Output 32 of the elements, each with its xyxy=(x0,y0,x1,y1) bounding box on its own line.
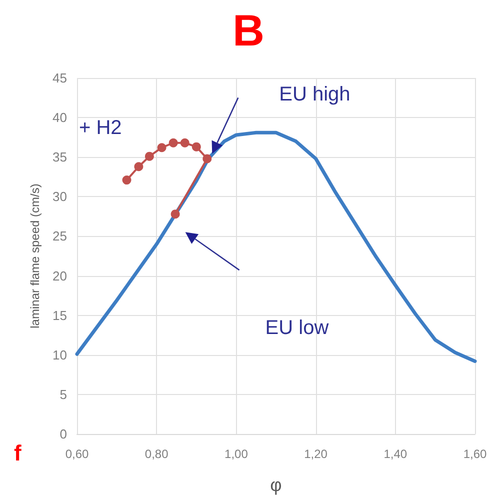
y-tick-label: 10 xyxy=(52,347,67,362)
point xyxy=(122,176,132,185)
x-tick-label: 1,40 xyxy=(384,447,408,461)
y-tick-label: 30 xyxy=(52,189,67,204)
chart-title: B xyxy=(232,6,264,56)
point xyxy=(192,142,201,152)
point xyxy=(202,154,212,164)
x-tick-label: 1,00 xyxy=(224,447,248,461)
point xyxy=(144,152,154,161)
x-tick-label: 1,20 xyxy=(304,447,328,461)
y-axis-title: laminar flame speed (cm/s) xyxy=(28,184,42,328)
point xyxy=(168,138,178,148)
y-tick-label: 20 xyxy=(52,268,67,284)
x-tick-label: 0,80 xyxy=(144,447,169,461)
y-tick-label: 35 xyxy=(52,150,67,165)
x-axis-title: φ xyxy=(270,475,282,495)
annotation: EU low xyxy=(265,317,330,340)
y-tick-label: 45 xyxy=(52,70,67,86)
point xyxy=(134,162,144,172)
y-tick-label: 15 xyxy=(52,308,67,323)
annotation: EU high xyxy=(279,84,350,106)
y-tick-label: 5 xyxy=(60,386,67,402)
x-tick-label: 1,60 xyxy=(463,447,487,461)
point xyxy=(170,210,180,219)
x-tick-label: 0,60 xyxy=(65,447,89,461)
y-tick-label: 0 xyxy=(60,426,67,442)
point xyxy=(157,143,166,152)
text: f xyxy=(14,440,22,466)
point xyxy=(180,138,190,148)
annotation: + H2 xyxy=(79,117,122,139)
y-tick-label: 40 xyxy=(52,110,67,126)
y-tick-label: 25 xyxy=(52,228,67,244)
